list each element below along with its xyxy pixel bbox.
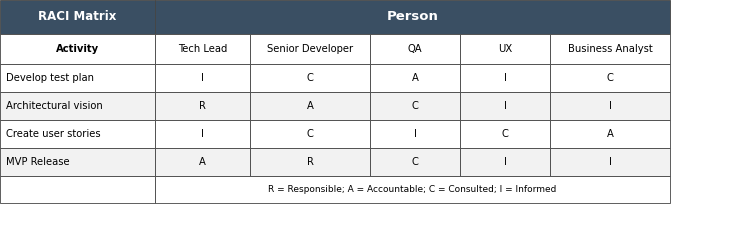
Text: Activity: Activity xyxy=(56,44,99,54)
Text: I: I xyxy=(504,73,507,83)
Bar xyxy=(0,0,155,34)
Bar xyxy=(155,64,250,92)
Bar xyxy=(460,64,550,92)
Text: QA: QA xyxy=(408,44,423,54)
Bar xyxy=(370,148,460,176)
Text: Develop test plan: Develop test plan xyxy=(6,73,94,83)
Text: C: C xyxy=(306,129,314,139)
Text: C: C xyxy=(412,101,418,111)
Text: UX: UX xyxy=(498,44,512,54)
Text: C: C xyxy=(607,73,613,83)
Bar xyxy=(155,148,250,176)
Text: I: I xyxy=(504,101,507,111)
Text: R: R xyxy=(306,157,314,167)
Text: A: A xyxy=(306,101,314,111)
Bar xyxy=(155,176,670,203)
Text: A: A xyxy=(412,73,418,83)
Bar xyxy=(250,92,370,120)
Bar xyxy=(370,92,460,120)
Bar xyxy=(370,120,460,148)
Text: C: C xyxy=(501,129,509,139)
Bar xyxy=(250,34,370,64)
Text: C: C xyxy=(412,157,418,167)
Bar xyxy=(550,34,670,64)
Bar xyxy=(0,34,155,64)
Text: MVP Release: MVP Release xyxy=(6,157,69,167)
Bar xyxy=(0,148,155,176)
Text: I: I xyxy=(609,157,611,167)
Bar xyxy=(370,34,460,64)
Bar xyxy=(0,64,155,92)
Text: Business Analyst: Business Analyst xyxy=(568,44,652,54)
Bar xyxy=(0,92,155,120)
Text: Architectural vision: Architectural vision xyxy=(6,101,103,111)
Text: I: I xyxy=(201,73,204,83)
Bar xyxy=(370,64,460,92)
Bar xyxy=(460,148,550,176)
Bar xyxy=(550,64,670,92)
Text: Create user stories: Create user stories xyxy=(6,129,101,139)
Text: Tech Lead: Tech Lead xyxy=(178,44,227,54)
Bar xyxy=(155,92,250,120)
Text: I: I xyxy=(201,129,204,139)
Bar xyxy=(0,176,155,203)
Text: Senior Developer: Senior Developer xyxy=(267,44,353,54)
Bar xyxy=(460,120,550,148)
Text: R = Responsible; A = Accountable; C = Consulted; I = Informed: R = Responsible; A = Accountable; C = Co… xyxy=(268,185,557,194)
Text: R: R xyxy=(199,101,206,111)
Text: RACI Matrix: RACI Matrix xyxy=(38,10,117,24)
Text: A: A xyxy=(607,129,613,139)
Text: I: I xyxy=(609,101,611,111)
Bar xyxy=(250,120,370,148)
Bar xyxy=(155,0,670,34)
Text: C: C xyxy=(306,73,314,83)
Bar xyxy=(460,34,550,64)
Bar xyxy=(550,92,670,120)
Bar xyxy=(250,148,370,176)
Bar xyxy=(460,92,550,120)
Bar xyxy=(250,64,370,92)
Text: I: I xyxy=(414,129,417,139)
Bar xyxy=(550,120,670,148)
Text: I: I xyxy=(504,157,507,167)
Bar xyxy=(0,120,155,148)
Bar xyxy=(155,120,250,148)
Bar xyxy=(155,34,250,64)
Bar xyxy=(550,148,670,176)
Text: A: A xyxy=(199,157,206,167)
Text: Person: Person xyxy=(387,10,439,24)
